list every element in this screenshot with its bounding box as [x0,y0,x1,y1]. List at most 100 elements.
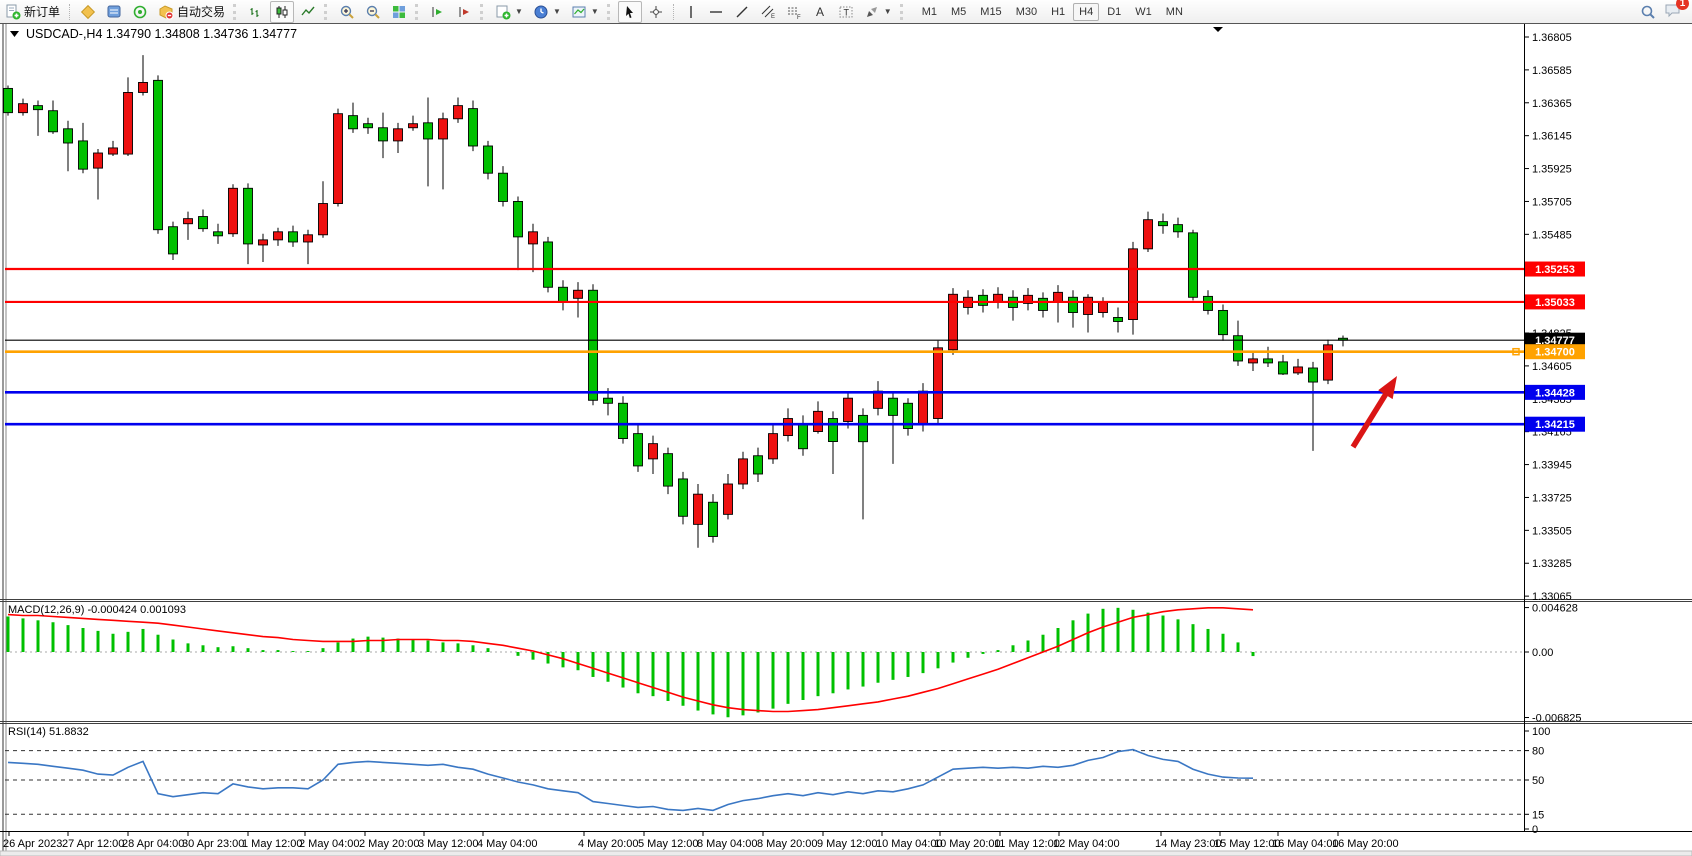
auto-scroll-icon [432,6,443,17]
candlestick-chart-button[interactable] [270,0,295,23]
chart-shift-button[interactable] [452,1,476,23]
channel-button[interactable]: E [756,1,780,23]
dropdown-caret-icon: ▼ [552,7,561,16]
candlestick-chart-icon [276,5,288,18]
new-chart-button[interactable]: ▼ [491,1,527,23]
hline-price-tag [1525,384,1585,400]
candle-up [948,293,958,351]
timeframe-group: M1 M5 M15 M30 H1 H4 D1 W1 MN [916,2,1189,21]
auto-scroll-button[interactable] [426,1,450,23]
candle-up [303,234,313,243]
timeframe-M5-button[interactable]: M5 [951,5,967,18]
line-chart-button[interactable] [296,1,320,23]
candle-down [978,294,988,306]
svg-text:1.36805: 1.36805 [1532,32,1572,44]
notifications-button[interactable]: 1 [1664,0,1689,21]
chart-shift-marker[interactable] [1213,27,1223,32]
arrows-tool-button[interactable]: ▼ [860,1,896,23]
timeframe-M15-button[interactable]: M15 [980,5,1002,18]
data-window-button[interactable] [102,1,126,23]
orange-line-handle[interactable] [1512,347,1520,356]
candle-up [1083,296,1093,315]
templates-button[interactable]: ▼ [567,1,603,23]
line-chart-icon [301,6,315,15]
candle-down [243,187,253,245]
candle-down [483,145,493,174]
search-icon[interactable] [1640,4,1656,20]
candle-down [588,289,598,401]
toolbar-grip [606,3,614,20]
vertical-line-button[interactable] [680,1,702,23]
hline-price-tag [1525,344,1585,360]
fibonacci-button[interactable]: F [782,1,806,23]
timeframe-H1-button[interactable]: H1 [1051,5,1066,18]
symbols-icon [80,4,96,19]
candle-down [1113,317,1123,322]
svg-text:15: 15 [1532,809,1544,821]
candle-up [573,289,583,299]
cursor-button[interactable] [617,0,642,23]
navigator-button[interactable] [128,1,152,23]
toolbar-grip [415,3,422,20]
candle-down [363,123,373,129]
timeframe-M1-button[interactable]: M1 [921,5,937,18]
bar-chart-button[interactable] [244,1,268,23]
channel-icon: E [761,5,775,20]
dropdown-caret-icon: ▼ [590,7,599,16]
svg-text:30 Apr 23:00: 30 Apr 23:00 [182,838,244,850]
svg-text:F: F [797,15,801,20]
candle-up [1098,301,1108,313]
candle-up [1323,344,1333,381]
svg-text:2 May 20:00: 2 May 20:00 [359,838,420,850]
zoom-out-button[interactable] [361,1,385,23]
timeframe-M30-button[interactable]: M30 [1015,5,1038,18]
svg-text:10 May 20:00: 10 May 20:00 [934,838,1001,850]
timeframe-D1-button[interactable]: D1 [1107,5,1122,18]
svg-text:1.33725: 1.33725 [1532,492,1572,504]
candle-up [873,390,883,409]
toolbar: 新订单 自动交易 [0,0,1692,23]
candle-up [93,152,103,169]
crosshair-button[interactable] [644,1,668,23]
auto-trading-button[interactable]: 自动交易 [154,1,229,23]
candle-down [1158,221,1168,227]
toolbar-grip [233,3,240,20]
candles-layer [3,55,1348,548]
svg-text:T: T [843,7,849,17]
timeframe-W1-button[interactable]: W1 [1135,5,1152,18]
timeframe-MN-button[interactable]: MN [1165,5,1183,18]
candle-down [198,216,208,230]
new-order-button[interactable]: 新订单 [1,1,64,23]
candle-down [1173,224,1183,233]
zoom-in-button[interactable] [335,1,359,23]
arrow-annotation[interactable] [1350,376,1397,449]
text-label-button[interactable]: T [834,1,858,23]
text-button[interactable]: A [808,1,832,23]
svg-text:4 May 20:00: 4 May 20:00 [578,838,639,850]
symbols-button[interactable] [76,1,100,23]
horizontal-line-button[interactable] [704,1,728,23]
svg-text:14 May 23:00: 14 May 23:00 [1155,838,1222,850]
candle-up [1293,366,1303,374]
timeframe-H4-button[interactable]: H4 [1073,2,1100,21]
candle-down [708,501,718,537]
chart-context-arrow-icon[interactable] [10,31,19,37]
svg-text:100: 100 [1532,726,1550,738]
horizontal-line-icon [709,10,722,13]
macd-label: MACD(12,26,9) -0.000424 0.001093 [8,604,186,616]
candle-up [318,203,328,236]
trendline-button[interactable] [730,1,754,23]
svg-text:1.34215: 1.34215 [1535,419,1575,431]
macd-panel: 0.004628 0.00 -0.006825 MACD(12,26,9) -0.00… [5,603,1582,725]
candle-down [903,402,913,429]
templates-icon [572,6,586,17]
svg-text:8 May 20:00: 8 May 20:00 [757,838,818,850]
hline-price-tag [1525,261,1585,277]
period-button[interactable]: ▼ [529,1,565,23]
chart-title-group: USDCAD-,H4 1.34790 1.34808 1.34736 1.347… [10,27,1223,41]
svg-text:50: 50 [1532,775,1544,787]
tile-windows-button[interactable] [387,1,411,23]
trendline-icon [736,6,748,17]
